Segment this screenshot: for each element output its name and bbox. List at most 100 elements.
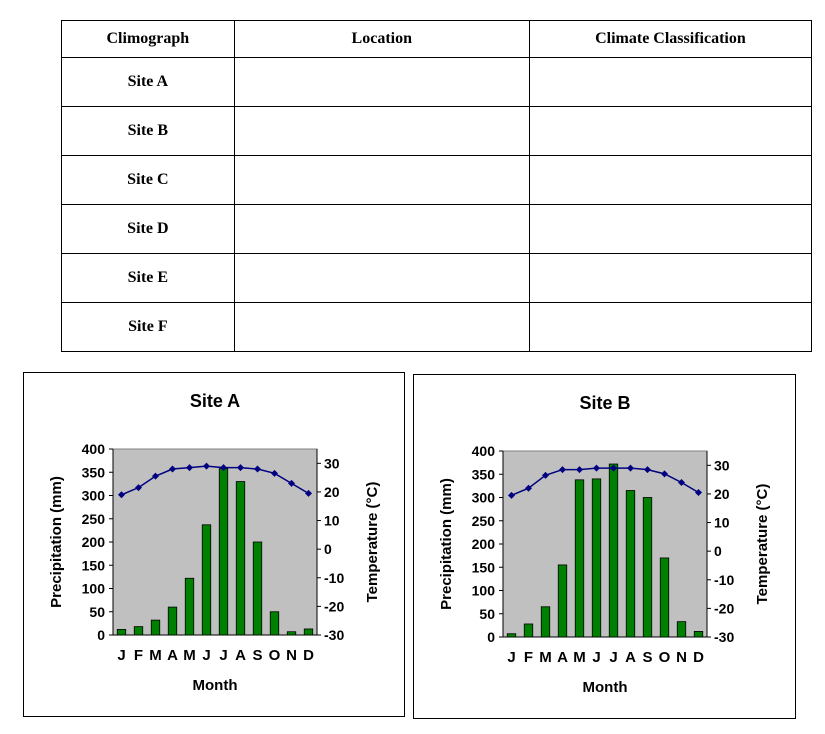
classification-cell[interactable] [528, 204, 813, 254]
chart-title: Site B [579, 393, 630, 413]
temperature-line [511, 467, 699, 497]
temperature-point [542, 471, 549, 479]
classification-cell[interactable] [528, 302, 813, 352]
x-axis-tick-label: S [642, 649, 652, 666]
x-axis-tick-label: J [219, 647, 227, 664]
climate-classification-table: Climograph Location Climate Classificati… [61, 20, 813, 352]
temperature-point [288, 479, 295, 487]
temperature-point [152, 472, 159, 480]
table-row: Site C [61, 155, 813, 205]
plot-area [502, 450, 708, 638]
table-row: Site F [61, 302, 813, 352]
temperature-point [237, 464, 244, 472]
precipitation-bar [642, 497, 653, 638]
temperature-point [508, 491, 515, 499]
x-axis-tick-label: O [659, 649, 671, 666]
temperature-line [121, 465, 309, 496]
x-axis-tick-label: J [609, 649, 617, 666]
right-axis-tick-label: -20 [714, 600, 734, 616]
temperature-point [254, 465, 261, 473]
temperature-point [186, 464, 193, 472]
location-cell[interactable] [233, 302, 530, 352]
x-axis-tick-label: A [557, 649, 568, 666]
temperature-point [627, 464, 634, 472]
x-axis-tick-label: D [303, 647, 314, 664]
left-axis-tick-label: 350 [472, 466, 496, 482]
left-axis-tick-label: 300 [472, 490, 496, 506]
temperature-point [661, 470, 668, 478]
precipitation-bar [625, 490, 636, 638]
x-axis-tick-label: N [676, 649, 687, 666]
x-axis-tick-label: M [539, 649, 552, 666]
left-axis-tick-label: 400 [82, 441, 106, 457]
right-axis-tick-label: -30 [714, 629, 734, 645]
left-axis-tick-label: 200 [82, 534, 106, 550]
right-axis-tick-label: 10 [324, 513, 340, 529]
temperature-point [203, 462, 210, 470]
precipitation-bar [218, 468, 229, 636]
classification-cell[interactable] [528, 106, 813, 156]
precipitation-bar [116, 629, 127, 636]
classification-cell[interactable] [528, 57, 813, 107]
site-name-cell: Site B [61, 106, 235, 156]
left-axis-tick-label: 50 [89, 604, 105, 620]
precipitation-bar [676, 621, 687, 638]
location-cell[interactable] [233, 57, 530, 107]
left-axis-tick-label: 150 [82, 557, 106, 573]
location-cell[interactable] [233, 155, 530, 205]
precipitation-bar [608, 463, 619, 638]
x-axis-tick-label: J [117, 647, 125, 664]
site-name-cell: Site F [61, 302, 235, 352]
table-row: Site A [61, 57, 813, 107]
y-axis-label: Precipitation (mm) [438, 478, 455, 610]
temperature-point [169, 465, 176, 473]
temperature-point [135, 484, 142, 492]
temperature-point [305, 489, 312, 497]
left-axis-tick-label: 50 [479, 606, 495, 622]
x-axis-tick-label: O [269, 647, 281, 664]
y-axis-label: Precipitation (mm) [48, 476, 65, 608]
temperature-point [118, 491, 125, 499]
site-name-cell: Site D [61, 204, 235, 254]
temperature-point [593, 464, 600, 472]
precipitation-bar [693, 631, 704, 638]
classification-cell[interactable] [528, 253, 813, 303]
temperature-point [610, 464, 617, 472]
x-axis-tick-label: D [693, 649, 704, 666]
x-axis-tick-label: J [592, 649, 600, 666]
location-cell[interactable] [233, 253, 530, 303]
temperature-point [559, 466, 566, 474]
right-axis-tick-label: 30 [324, 455, 340, 471]
left-axis-tick-label: 150 [472, 559, 496, 575]
x-axis-tick-label: M [149, 647, 162, 664]
header-climate-classification: Climate Classification [528, 20, 813, 58]
x-axis-tick-label: A [167, 647, 178, 664]
climograph-site-a: Site A 0 50 100 150 200 250 300 350 400 -30 -20 -10 0… [23, 372, 405, 717]
location-cell[interactable] [233, 204, 530, 254]
right-axis-tick-label: 0 [714, 543, 722, 559]
right-axis-tick-label: -20 [324, 598, 344, 614]
left-axis-tick-label: 250 [472, 513, 496, 529]
classification-cell[interactable] [528, 155, 813, 205]
precipitation-bar [506, 633, 517, 638]
header-climograph: Climograph [61, 20, 235, 58]
x-axis-tick-label: S [252, 647, 262, 664]
precipitation-bar [659, 557, 670, 638]
precipitation-bar [252, 541, 263, 636]
climograph-site-b-svg: Site B 0 50 100 150 200 250 300 350 400 -30 -20 -10 0… [438, 393, 771, 696]
y2-axis-label: Temperature (°C) [364, 482, 381, 603]
precipitation-bar [557, 564, 568, 638]
x-axis-tick-label: J [507, 649, 515, 666]
temperature-point [220, 464, 227, 472]
left-axis-tick-label: 100 [472, 583, 496, 599]
temperature-point [644, 466, 651, 474]
location-cell[interactable] [233, 106, 530, 156]
precipitation-bar [133, 626, 144, 636]
right-axis-tick-label: 10 [714, 515, 730, 531]
table-row: Site B [61, 106, 813, 156]
precipitation-bar [269, 611, 280, 636]
x-axis-tick-label: F [134, 647, 143, 664]
table-row: Site E [61, 253, 813, 303]
precipitation-bar [523, 623, 534, 638]
precipitation-bar [286, 631, 297, 636]
